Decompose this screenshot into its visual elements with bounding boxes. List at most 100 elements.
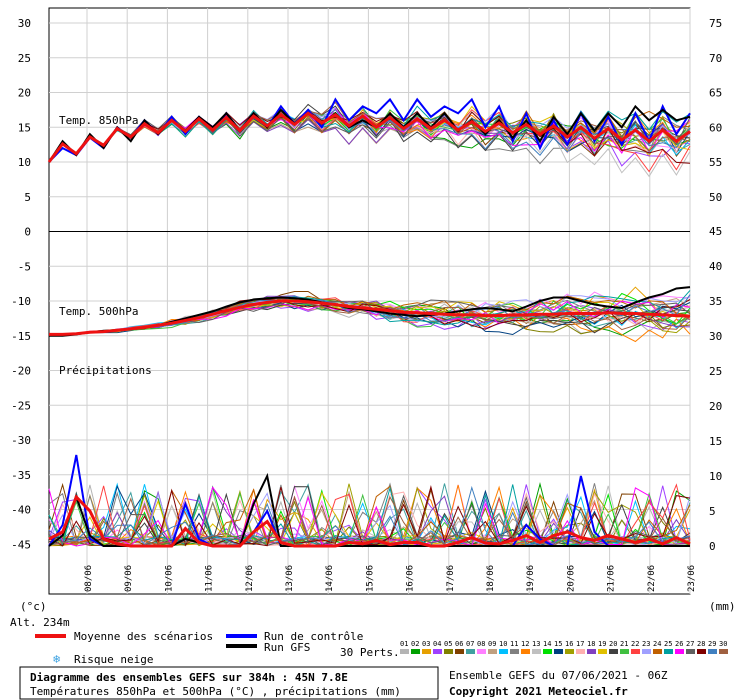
perturbation-swatch bbox=[488, 649, 497, 654]
date-tick-label: 22/06 bbox=[647, 565, 657, 592]
perturbation-swatch bbox=[675, 649, 684, 654]
perturbation-line-precip bbox=[48, 482, 691, 546]
perturbation-number: 27 bbox=[686, 640, 694, 648]
left-tick-label: -5 bbox=[18, 260, 31, 273]
legend-gfs-label: Run GFS bbox=[264, 641, 310, 654]
perturbation-number: 01 bbox=[400, 640, 408, 648]
perturbation-number: 04 bbox=[433, 640, 441, 648]
perturbation-swatch bbox=[598, 649, 607, 654]
right-lower-tick-label: 25 bbox=[709, 365, 722, 378]
perturbation-number: 20 bbox=[609, 640, 617, 648]
info-title: Diagramme des ensembles GEFS sur 384h : … bbox=[30, 671, 348, 684]
perturbation-number: 28 bbox=[697, 640, 705, 648]
perturbation-number: 11 bbox=[510, 640, 518, 648]
right-lower-tick-label: 20 bbox=[709, 400, 722, 413]
date-tick-label: 19/06 bbox=[526, 565, 536, 592]
perturbation-number: 02 bbox=[411, 640, 419, 648]
left-tick-label: -40 bbox=[11, 504, 31, 517]
perturbation-swatch bbox=[433, 649, 442, 654]
perturbation-swatch bbox=[708, 649, 717, 654]
left-tick-label: 0 bbox=[24, 226, 31, 239]
right-upper-tick-label: 65 bbox=[709, 87, 722, 100]
date-tick-label: 13/06 bbox=[285, 565, 295, 592]
right-lower-tick-label: 15 bbox=[709, 435, 722, 448]
left-tick-label: -20 bbox=[11, 365, 31, 378]
legend-mean-label: Moyenne des scénarios bbox=[74, 630, 213, 643]
perturbation-swatch bbox=[686, 649, 695, 654]
perturbation-number: 17 bbox=[576, 640, 584, 648]
date-tick-label: 11/06 bbox=[205, 565, 215, 592]
perturbation-swatch bbox=[609, 649, 618, 654]
altitude-label: Alt. 234m bbox=[10, 616, 70, 629]
left-tick-label: -30 bbox=[11, 434, 31, 447]
perturbation-swatch bbox=[466, 649, 475, 654]
perturbation-swatch bbox=[499, 649, 508, 654]
panel-label-t500: Temp. 500hPa bbox=[59, 305, 138, 318]
right-upper-tick-label: 50 bbox=[709, 191, 722, 204]
date-tick-label: 10/06 bbox=[164, 565, 174, 592]
left-tick-label: 5 bbox=[24, 191, 31, 204]
left-tick-label: 20 bbox=[18, 87, 31, 100]
left-tick-label: 30 bbox=[18, 17, 31, 30]
perturbation-number: 08 bbox=[477, 640, 485, 648]
perturbation-number: 22 bbox=[631, 640, 639, 648]
right-upper-tick-label: 55 bbox=[709, 156, 722, 169]
left-tick-label: -45 bbox=[11, 538, 31, 551]
perturbation-swatch bbox=[697, 649, 706, 654]
right-upper-tick-label: 70 bbox=[709, 52, 722, 65]
perturbation-line-precip bbox=[48, 486, 691, 547]
perturbation-swatch bbox=[642, 649, 651, 654]
perturbation-swatch bbox=[620, 649, 629, 654]
perturbation-number: 29 bbox=[708, 640, 716, 648]
perturbation-number: 25 bbox=[664, 640, 672, 648]
main-lines bbox=[47, 97, 691, 548]
right-upper-tick-label: 75 bbox=[709, 17, 722, 30]
right-lower-tick-label: 5 bbox=[709, 505, 716, 518]
date-tick-label: 08/06 bbox=[84, 565, 94, 592]
legend-perts-label: 30 Perts. bbox=[340, 646, 400, 659]
perturbation-number: 03 bbox=[422, 640, 430, 648]
perturbation-number: 12 bbox=[521, 640, 529, 648]
perturbation-number: 14 bbox=[543, 640, 551, 648]
perturbation-number: 26 bbox=[675, 640, 683, 648]
perturbation-swatch bbox=[565, 649, 574, 654]
info-subtitle: Températures 850hPa et 500hPa (°C) , pré… bbox=[30, 685, 401, 698]
perturbation-swatch bbox=[422, 649, 431, 654]
perturbation-number: 21 bbox=[620, 640, 628, 648]
right-lower-tick-label: 10 bbox=[709, 470, 722, 483]
perturbation-legend: 01 02 03 04 05 06 07 08 09 10 11 12 13 14 15 16 17 18 19 20… bbox=[400, 640, 728, 654]
perturbation-swatch bbox=[532, 649, 541, 654]
perturbation-swatch bbox=[477, 649, 486, 654]
snowflake-icon: ❄ bbox=[53, 652, 60, 666]
date-tick-label: 14/06 bbox=[325, 565, 335, 592]
perturbation-swatch bbox=[510, 649, 519, 654]
left-tick-label: 25 bbox=[18, 52, 31, 65]
perturbation-number: 13 bbox=[532, 640, 540, 648]
perturbation-swatch bbox=[576, 649, 585, 654]
date-tick-label: 12/06 bbox=[245, 565, 255, 592]
date-tick-label: 17/06 bbox=[446, 565, 456, 592]
perturbation-line-precip bbox=[48, 491, 691, 547]
perturbation-line-t850 bbox=[48, 109, 691, 164]
left-unit-label: (°c) bbox=[20, 600, 47, 613]
mean-line-t850 bbox=[47, 111, 691, 163]
perturbation-number: 07 bbox=[466, 640, 474, 648]
date-tick-label: 18/06 bbox=[486, 565, 496, 592]
perturbation-swatch bbox=[554, 649, 563, 654]
mean-line-t500 bbox=[49, 299, 691, 336]
right-lower-tick-label: 40 bbox=[709, 260, 722, 273]
run-info: Ensemble GEFS du 07/06/2021 - 06Z bbox=[449, 669, 668, 682]
left-tick-label: -35 bbox=[11, 469, 31, 482]
left-tick-label: -25 bbox=[11, 399, 31, 412]
mean-line-precip bbox=[48, 494, 691, 548]
date-tick-label: 23/06 bbox=[687, 565, 697, 592]
perturbation-swatch bbox=[631, 649, 640, 654]
plot-axes: 302520151050-5-10-15-20-25-30-35-40-4575… bbox=[11, 17, 722, 592]
date-tick-label: 09/06 bbox=[124, 565, 134, 592]
perturbation-swatch bbox=[543, 649, 552, 654]
date-tick-label: 21/06 bbox=[607, 565, 617, 592]
date-tick-label: 20/06 bbox=[566, 565, 576, 592]
date-tick-label: 16/06 bbox=[406, 565, 416, 592]
copyright: Copyright 2021 Meteociel.fr bbox=[449, 685, 628, 698]
